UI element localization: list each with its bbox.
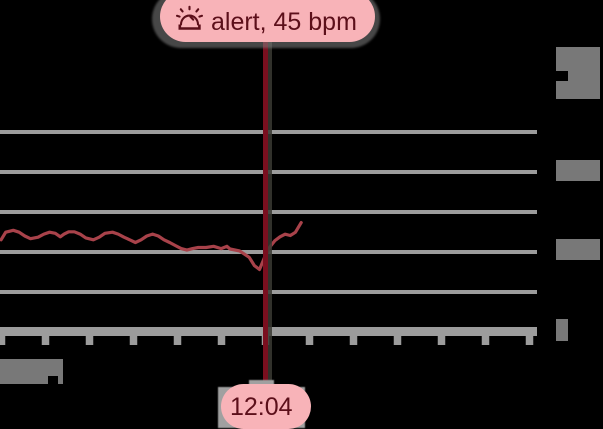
- svg-text:12:04: 12:04: [230, 393, 293, 421]
- svg-text:alert, 45 bpm: alert, 45 bpm: [211, 8, 357, 36]
